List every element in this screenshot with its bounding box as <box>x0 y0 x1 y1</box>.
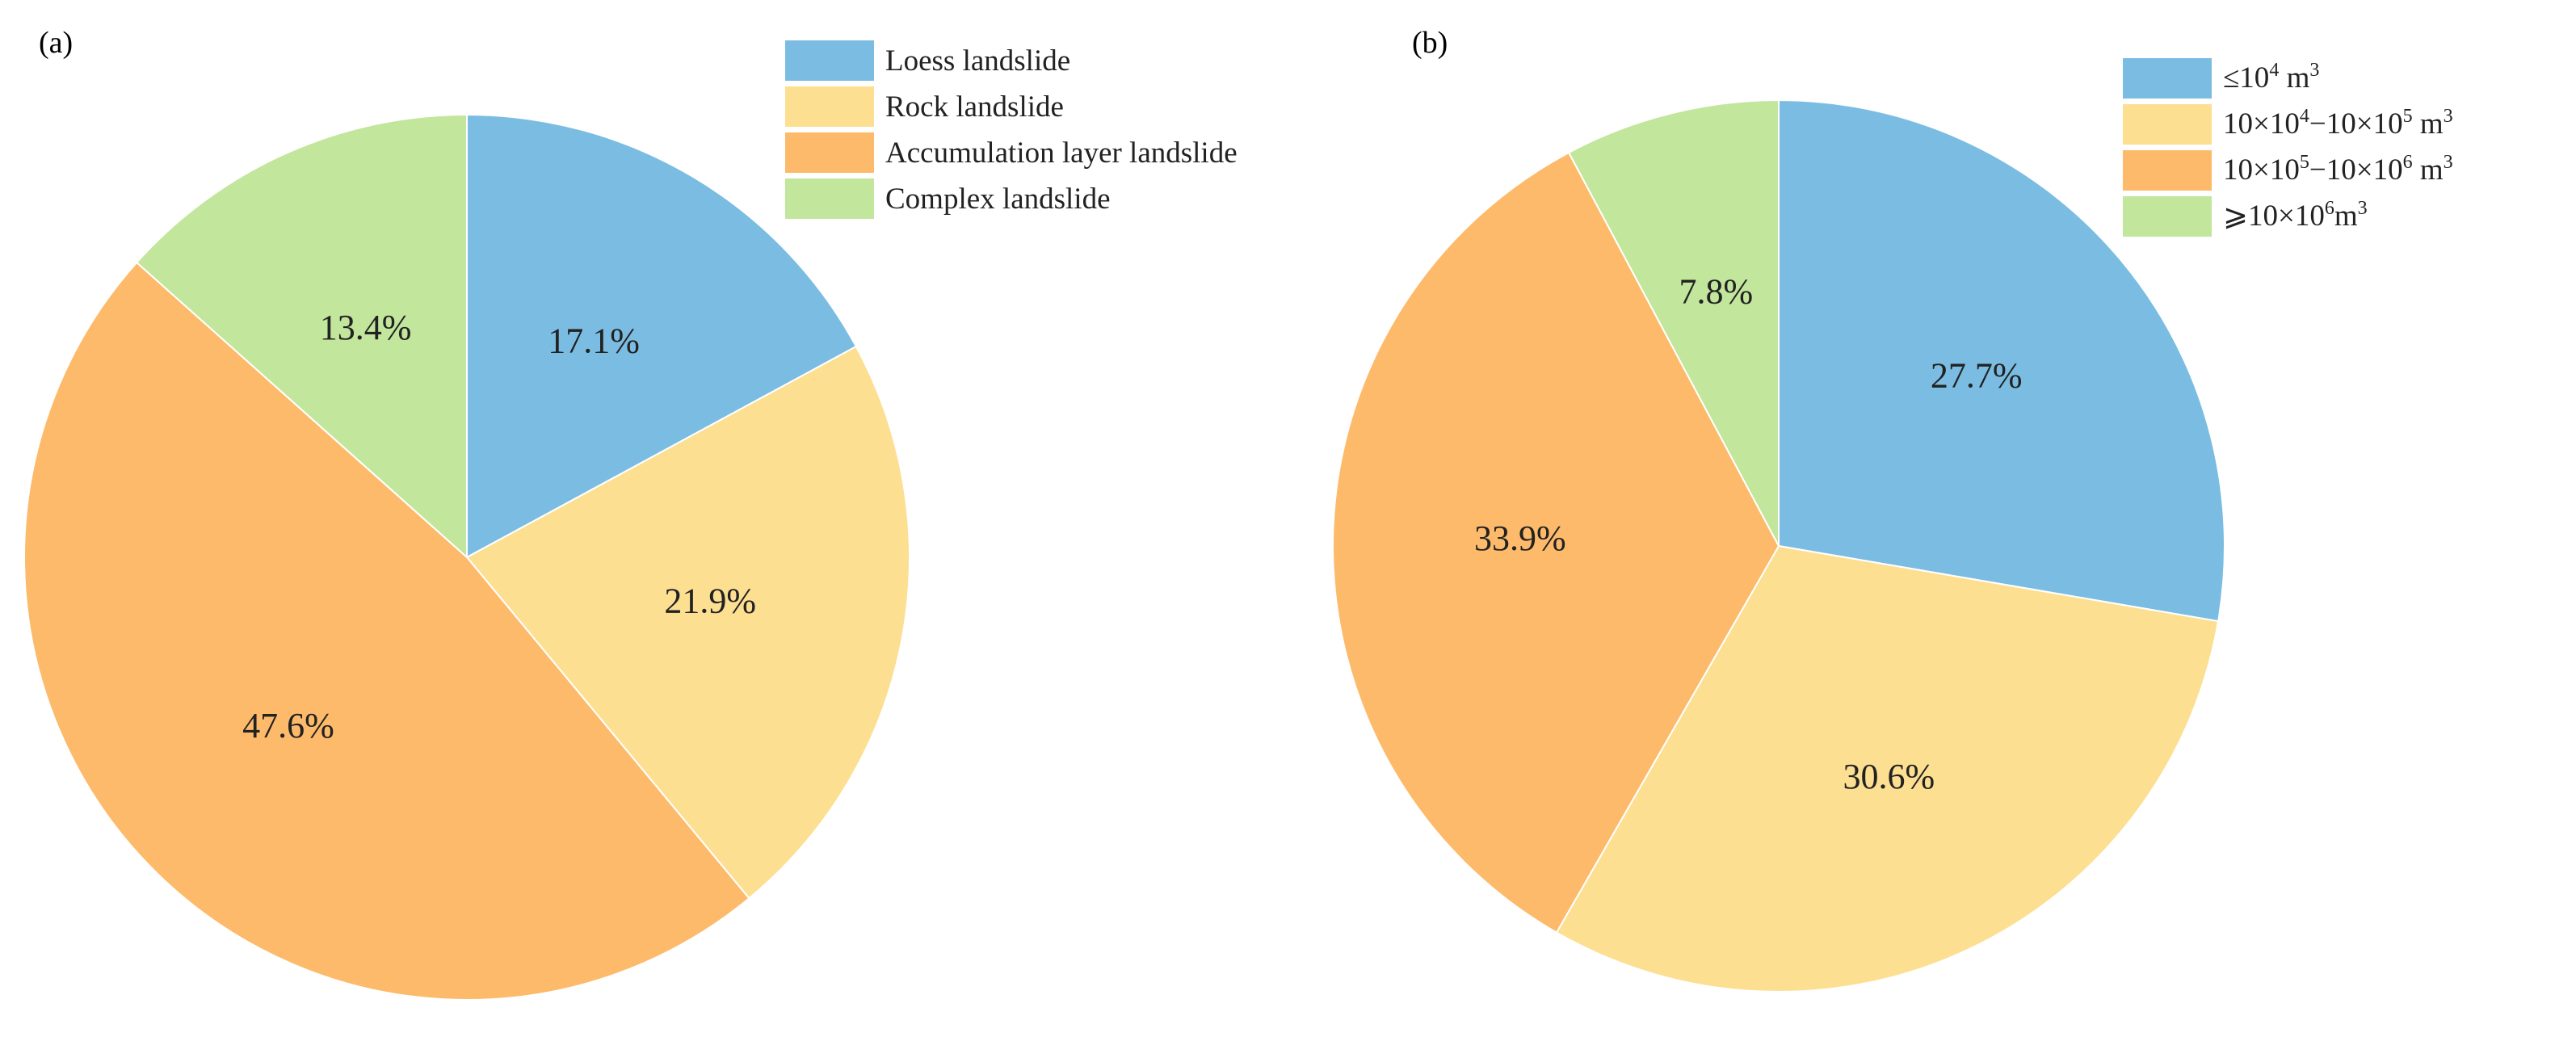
pie-value-label-b-3: 7.8% <box>1679 271 1754 311</box>
legend-item-b-0: ≤104 m3 <box>2123 58 2319 99</box>
legend-item-a-3: Complex landslide <box>785 178 1111 219</box>
pie-value-label-a-1: 21.9% <box>664 581 756 621</box>
pie-value-label-a-2: 47.6% <box>242 706 334 745</box>
pie-slices-b <box>1332 99 2225 993</box>
pie-slice-a-1 <box>465 345 911 900</box>
legend-swatch-a-0 <box>785 40 874 81</box>
legend-swatch-b-1 <box>2123 104 2212 145</box>
legend-swatch-a-1 <box>785 86 874 127</box>
pie-slice-b-3 <box>1567 99 1780 547</box>
pie-chart-a: (a) 17.1% 21.9% 47.6% 13.4% Loess landslide… <box>23 26 1238 1001</box>
legend-label-b-0: ≤104 m3 <box>2223 60 2319 94</box>
legend-swatch-a-2 <box>785 132 874 173</box>
legend-label-a-3: Complex landslide <box>885 183 1111 216</box>
pie-value-labels-a: 17.1% 21.9% 47.6% 13.4% <box>242 308 756 745</box>
legend-item-b-1: 10×104−10×105 m3 <box>2123 104 2453 145</box>
pie-value-labels-b: 27.7% 30.6% 33.9% 7.8% <box>1474 271 2023 796</box>
legend-label-a-0: Loess landslide <box>885 44 1070 78</box>
pie-value-label-a-0: 17.1% <box>548 321 640 360</box>
pie-chart-b: (b) 27.7% 30.6% 33.9% 7.8% ≤104 m3 10×104−1… <box>1332 26 2453 993</box>
legend-item-a-2: Accumulation layer landslide <box>785 132 1238 173</box>
panel-label-b: (b) <box>1412 26 1448 60</box>
legend-label-b-1: 10×104−10×105 m3 <box>2223 106 2453 141</box>
pie-slice-a-2 <box>23 261 750 1001</box>
pie-value-label-b-2: 33.9% <box>1474 519 1566 558</box>
legend-a: Loess landslide Rock landslide Accumulat… <box>785 40 1238 219</box>
legend-swatch-b-2 <box>2123 150 2212 191</box>
legend-label-b-2: 10×105−10×106 m3 <box>2223 152 2453 187</box>
pie-value-label-b-1: 30.6% <box>1843 757 1935 796</box>
legend-label-b-3: ⩾10×106m3 <box>2223 198 2368 233</box>
legend-item-a-0: Loess landslide <box>785 40 1070 81</box>
legend-item-b-2: 10×105−10×106 m3 <box>2123 150 2453 191</box>
legend-label-a-2: Accumulation layer landslide <box>885 136 1238 170</box>
legend-label-a-1: Rock landslide <box>885 90 1064 124</box>
pie-slice-a-3 <box>135 113 468 560</box>
legend-b: ≤104 m3 10×104−10×105 m3 10×105−10×106 m… <box>2123 58 2453 237</box>
legend-swatch-b-0 <box>2123 58 2212 99</box>
pie-slice-a-0 <box>466 113 858 559</box>
legend-item-a-1: Rock landslide <box>785 86 1064 127</box>
pie-value-label-a-3: 13.4% <box>320 308 412 347</box>
legend-swatch-a-3 <box>785 178 874 219</box>
pie-slice-b-1 <box>1555 544 2220 993</box>
legend-item-b-3: ⩾10×106m3 <box>2123 196 2368 237</box>
panel-label-a: (a) <box>39 26 73 60</box>
pie-slice-b-2 <box>1332 151 1780 934</box>
legend-swatch-b-3 <box>2123 196 2212 237</box>
pie-value-label-b-0: 27.7% <box>1931 356 2023 396</box>
pie-slice-b-0 <box>1778 99 2225 623</box>
pie-slices-a <box>23 113 911 1001</box>
